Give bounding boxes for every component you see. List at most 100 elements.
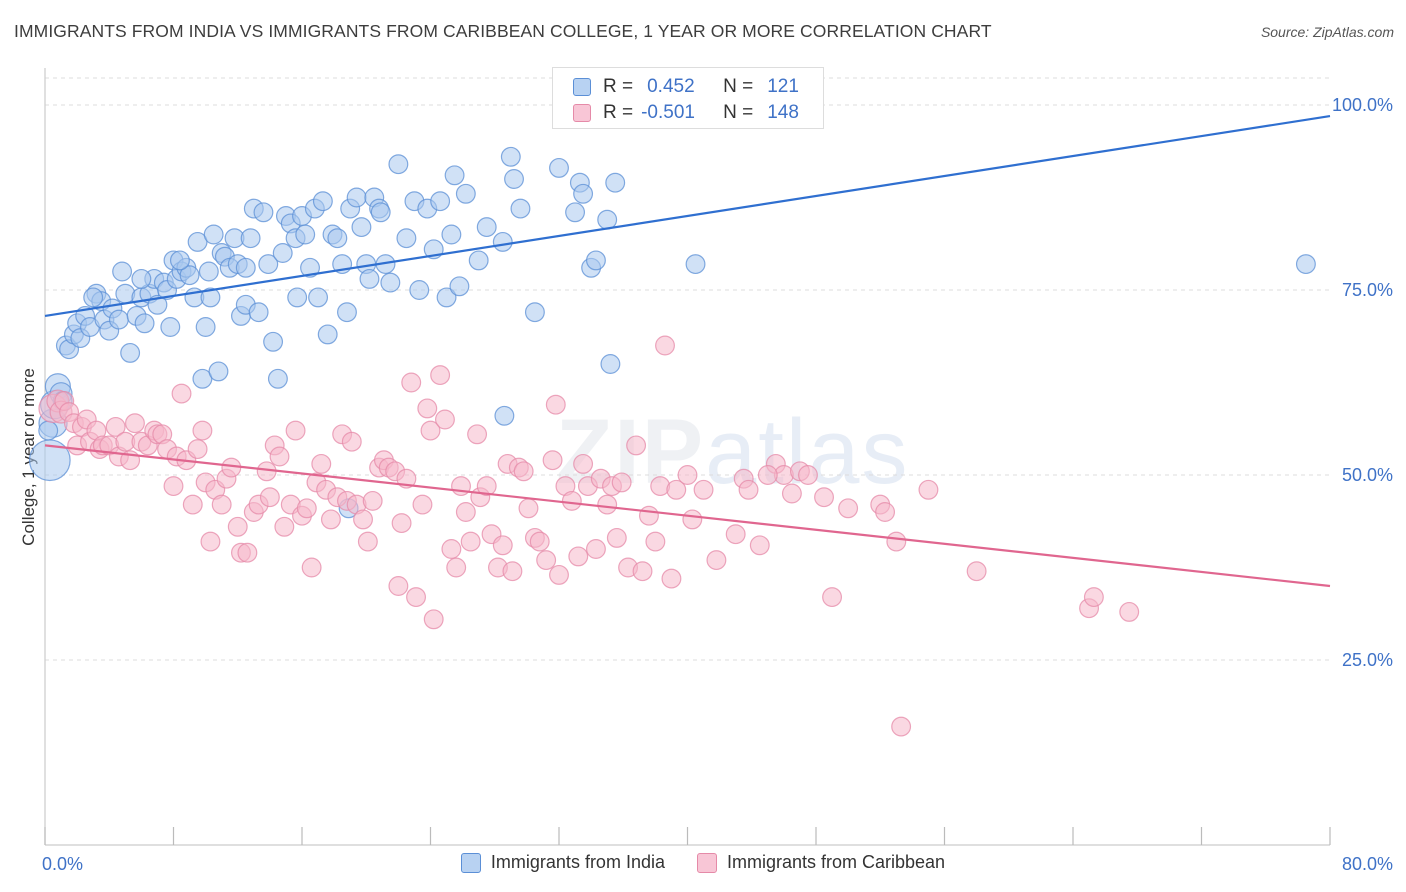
x-tick-label-min: 0.0%	[42, 854, 83, 874]
caribbean-point	[227, 516, 248, 537]
caribbean-point	[725, 524, 746, 545]
r-label: R =	[603, 76, 634, 97]
caribbean-point	[353, 509, 373, 530]
caribbean-legend-swatch	[696, 852, 717, 873]
caribbean-point	[420, 420, 441, 441]
india-point	[312, 191, 333, 212]
n-label: N =	[723, 102, 754, 123]
caribbean-point	[822, 587, 843, 608]
caribbean-point	[341, 431, 362, 452]
caribbean-point	[430, 365, 451, 386]
caribbean-point	[781, 483, 802, 504]
india-point	[240, 228, 261, 249]
india-point	[370, 202, 391, 223]
india-point	[585, 250, 606, 271]
caribbean-point	[529, 531, 550, 552]
caribbean-point	[542, 450, 563, 471]
india-point	[573, 183, 594, 204]
legend-item-india: Immigrants from India	[460, 852, 665, 873]
caribbean-point	[666, 479, 687, 500]
caribbean-legend-label: Immigrants from Caribbean	[726, 852, 946, 872]
india-point	[235, 257, 256, 278]
caribbean-point	[682, 509, 703, 530]
legend-row-india: R = 0.452 N = 121	[573, 76, 799, 98]
india-point	[200, 287, 221, 308]
caribbean-point	[738, 479, 759, 500]
caribbean-point	[301, 557, 322, 578]
caribbean-point	[966, 561, 987, 582]
india-point	[169, 250, 190, 271]
caribbean-point	[192, 420, 213, 441]
india-point	[500, 146, 521, 167]
india-point	[524, 302, 545, 323]
india-point	[441, 224, 462, 245]
caribbean-point	[632, 561, 653, 582]
caribbean-point	[749, 535, 770, 556]
caribbean-trend-line	[44, 444, 1331, 588]
india-point	[605, 172, 626, 193]
caribbean-point	[182, 494, 203, 515]
caribbean-point	[1119, 601, 1140, 622]
caribbean-point	[661, 568, 682, 589]
india-point	[510, 198, 531, 219]
india-point	[192, 368, 213, 389]
caribbean-point	[875, 502, 896, 522]
x-tick-label-max: 80.0%	[1342, 854, 1393, 874]
india-point	[346, 187, 367, 208]
caribbean-point	[412, 494, 433, 515]
india-point	[476, 217, 497, 238]
india-point	[198, 261, 219, 282]
caribbean-point	[357, 531, 378, 552]
india-point	[267, 368, 288, 389]
caribbean-point	[513, 461, 534, 482]
caribbean-point	[187, 439, 208, 460]
caribbean-point	[237, 542, 258, 563]
r-label: R =	[603, 102, 634, 123]
india-point	[179, 265, 200, 286]
y-tick-label: 25.0%	[1342, 650, 1393, 670]
india-point	[112, 261, 133, 282]
india-legend-swatch	[460, 852, 481, 873]
india-point	[203, 224, 224, 245]
caribbean-point	[677, 465, 698, 485]
caribbean-point	[105, 416, 126, 437]
caribbean-point	[406, 587, 427, 608]
y-axis-label: College, 1 year or more	[19, 368, 38, 546]
caribbean-point	[886, 531, 907, 552]
caribbean-point	[362, 490, 383, 511]
india-point	[468, 250, 489, 271]
india-point	[131, 268, 152, 289]
india-point	[549, 157, 569, 178]
caribbean-point	[467, 424, 488, 445]
india-point	[108, 309, 129, 330]
caribbean-point	[502, 561, 523, 582]
caribbean-point	[200, 531, 221, 552]
caribbean-point	[269, 446, 290, 467]
india-point	[308, 287, 329, 308]
caribbean-point	[573, 453, 594, 474]
india-point	[359, 268, 380, 289]
india-point	[160, 317, 181, 337]
caribbean-point	[285, 420, 306, 441]
caribbean-point	[814, 487, 834, 508]
caribbean-point	[626, 435, 647, 456]
india-point	[258, 254, 279, 275]
series-legend: Immigrants from India Immigrants from Ca…	[0, 852, 1406, 873]
india-r-value: 0.452	[647, 76, 695, 97]
legend-item-caribbean: Immigrants from Caribbean	[696, 852, 946, 873]
caribbean-point	[388, 576, 409, 596]
india-point	[317, 324, 338, 345]
caribbean-point	[891, 716, 912, 737]
india-point	[494, 405, 515, 426]
india-point	[253, 202, 274, 223]
caribbean-point	[545, 394, 566, 415]
caribbean-point	[838, 498, 859, 519]
caribbean-point	[693, 479, 714, 500]
india-point	[287, 287, 308, 308]
india-point	[409, 280, 430, 300]
caribbean-n-value: 148	[767, 102, 799, 123]
y-tick-label: 75.0%	[1342, 280, 1393, 300]
caribbean-point	[434, 409, 455, 430]
caribbean-point	[606, 527, 627, 548]
